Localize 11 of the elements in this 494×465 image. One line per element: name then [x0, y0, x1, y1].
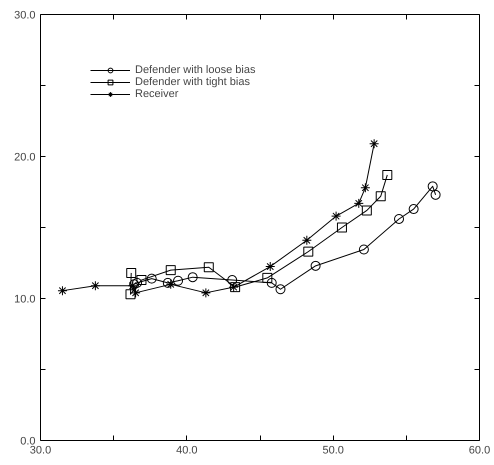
x-tick-label: 50.0: [322, 444, 344, 456]
x-tick-label: 40.0: [176, 444, 198, 456]
x-tick-label: 30.0: [30, 444, 52, 456]
y-tick-label: 20.0: [14, 152, 36, 164]
legend-label: Defender with loose bias: [135, 64, 256, 76]
x-tick-label: 60.0: [468, 444, 490, 456]
y-tick-label: 0.0: [20, 436, 36, 448]
y-tick-label: 10.0: [14, 294, 36, 306]
legend-label: Receiver: [135, 88, 178, 100]
y-tick-label: 30.0: [14, 10, 36, 22]
legend-label: Defender with tight bias: [135, 76, 250, 88]
